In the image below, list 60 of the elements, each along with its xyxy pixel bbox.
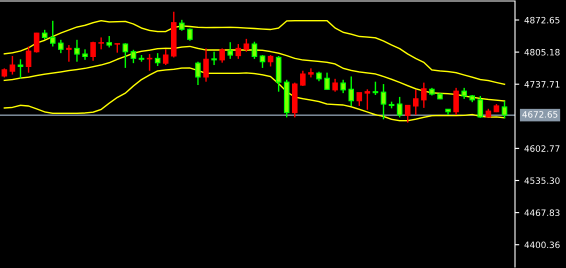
- candlestick: [364, 88, 370, 110]
- y-tick-label: 4535.30: [524, 177, 560, 184]
- candlestick: [453, 87, 459, 116]
- candlestick: [203, 48, 209, 82]
- candlestick: [130, 49, 136, 64]
- candlestick: [413, 89, 419, 116]
- candlestick: [502, 100, 508, 120]
- candlestick: [316, 71, 322, 82]
- candlestick: [90, 41, 96, 62]
- candlestick: [66, 44, 72, 62]
- candlestick: [10, 55, 16, 76]
- candlestick: [421, 82, 427, 109]
- candlestick: [195, 61, 201, 86]
- y-tick-label: 4467.83: [524, 209, 560, 216]
- candlestick: [332, 78, 338, 92]
- candlestick: [42, 29, 48, 40]
- candlestick: [50, 20, 56, 48]
- candlestick: [380, 83, 386, 120]
- candlestick: [26, 46, 32, 74]
- candlestick: [146, 53, 152, 72]
- candlestick: [2, 68, 8, 78]
- candlestick: [308, 68, 314, 78]
- candlestick: [122, 42, 128, 69]
- candlestick: [227, 42, 234, 60]
- y-tick-label: 4737.71: [524, 81, 560, 88]
- candlestick: [114, 42, 120, 54]
- candlestick: [324, 72, 330, 90]
- y-tick-label: 4805.18: [524, 48, 560, 56]
- candlestick: [187, 28, 193, 42]
- candlestick: [244, 38, 250, 52]
- candlestick: [162, 48, 168, 66]
- candlestick: [300, 70, 306, 87]
- candlestick: [372, 80, 378, 96]
- candlestick: [211, 51, 217, 66]
- candlestick: [260, 54, 266, 69]
- candlestick: [106, 35, 112, 48]
- candlestick: [82, 48, 88, 60]
- y-tick-label: 4400.36: [524, 242, 560, 248]
- candlestick: [252, 41, 258, 60]
- candlestick: [154, 52, 160, 67]
- line-series: [4, 20, 506, 85]
- candlestick: [356, 92, 362, 107]
- candlestick: [179, 19, 185, 32]
- ref-line-label: 4672.65: [522, 111, 558, 118]
- candlestick: [340, 79, 346, 94]
- candlestick: [268, 54, 274, 68]
- y-tick-label: 4872.65: [524, 16, 560, 24]
- candlestick: [219, 48, 225, 64]
- candlestick: [396, 96, 402, 118]
- candlestick: [348, 76, 354, 107]
- candlestick: [478, 95, 484, 119]
- candlestick: [18, 58, 24, 80]
- candlestick: [98, 36, 104, 50]
- candlestick: [58, 39, 64, 54]
- candlestick: [404, 104, 410, 124]
- candlestick: [236, 43, 242, 60]
- candlestick: [461, 87, 467, 100]
- candlestick: [34, 32, 40, 54]
- candlestick: [74, 39, 80, 62]
- y-tick-label: 4602.77: [524, 145, 560, 152]
